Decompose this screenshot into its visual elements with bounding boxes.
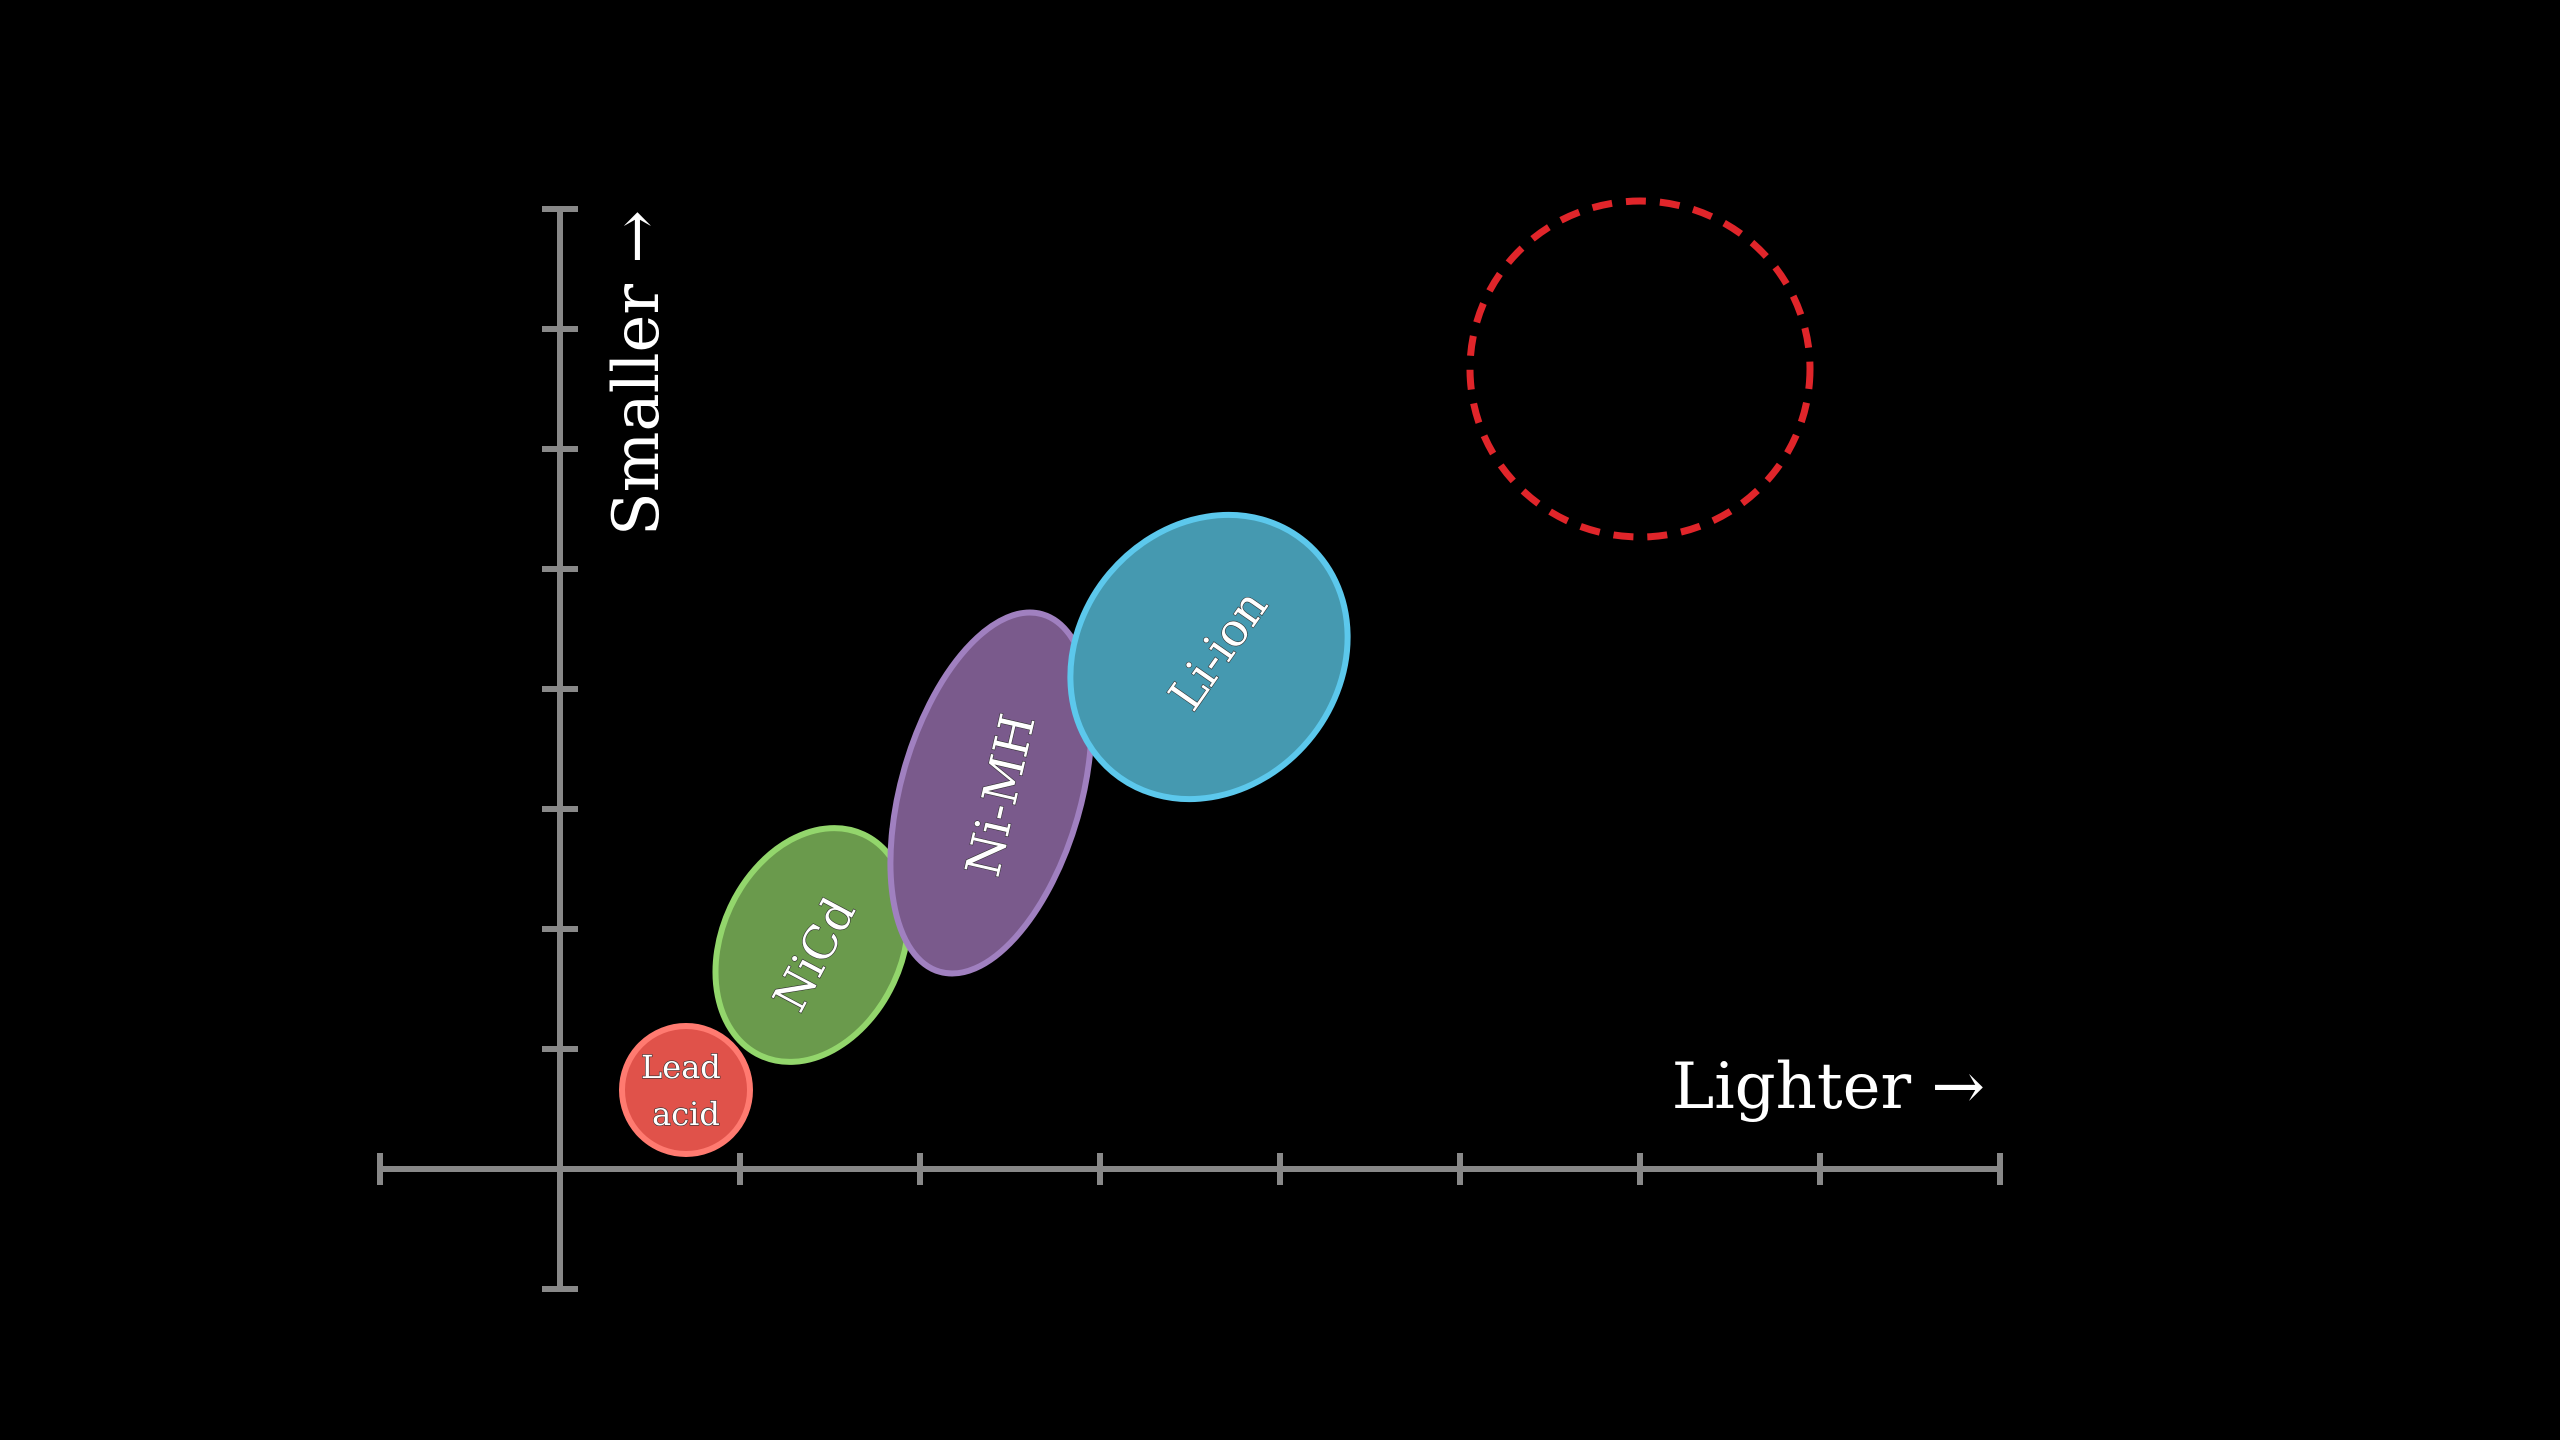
nicd-region [712, 825, 912, 1065]
lead-acid-label: Lead acid [641, 1048, 731, 1133]
region-lead-acid: Lead acid [619, 1023, 753, 1157]
region-li-ion: Li-ion [1067, 511, 1351, 803]
region-nicd: NiCd [712, 825, 912, 1065]
lead-acid-region [619, 1023, 753, 1157]
x-axis-label: Lighter → [1672, 1050, 1985, 1124]
target-region [1466, 197, 1814, 541]
nimh-region [887, 609, 1095, 977]
li-ion-region [1067, 511, 1351, 803]
y-axis-ticks [542, 206, 578, 1292]
axes [377, 206, 2003, 1292]
y-axis-label: Smaller → [600, 210, 674, 536]
region-nimh: Ni-MH [887, 609, 1095, 977]
x-axis-ticks [377, 1153, 2003, 1185]
